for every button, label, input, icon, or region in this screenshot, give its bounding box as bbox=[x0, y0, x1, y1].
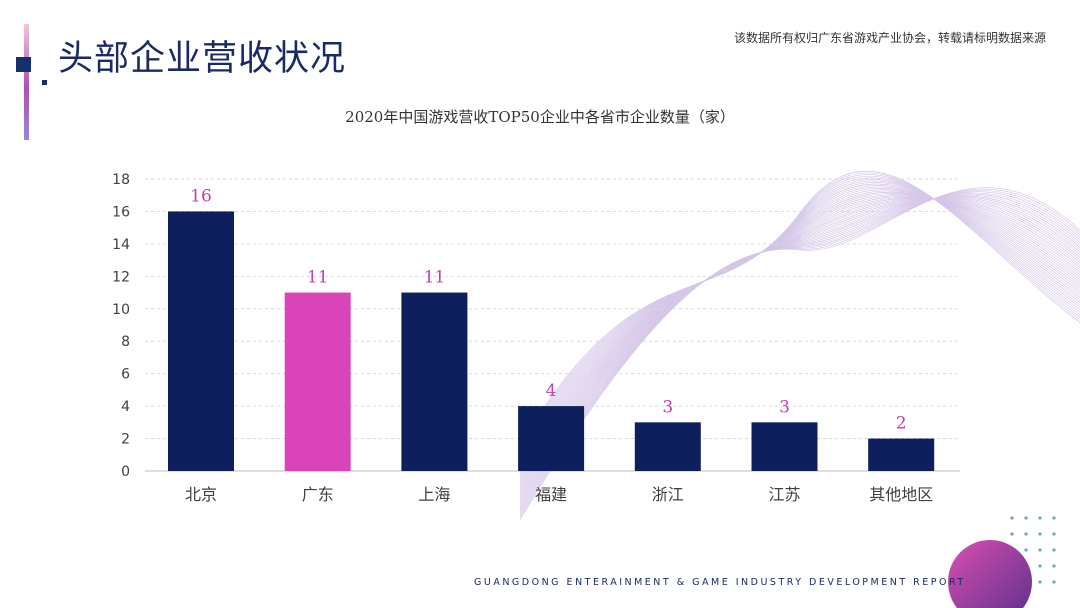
wave-line bbox=[519, 187, 1080, 521]
y-tick-label: 0 bbox=[121, 464, 130, 480]
decor-dot bbox=[1024, 516, 1028, 520]
bar bbox=[518, 406, 585, 471]
decor-dot bbox=[1010, 516, 1014, 520]
wave-line bbox=[519, 197, 1080, 487]
decor-dot bbox=[1052, 580, 1056, 584]
wave-line bbox=[519, 177, 1080, 455]
wave-line bbox=[519, 180, 1080, 459]
x-tick-label: 上海 bbox=[418, 485, 450, 504]
decor-dot bbox=[1052, 516, 1056, 520]
decor-dot bbox=[1038, 532, 1042, 536]
data-label: 4 bbox=[546, 381, 557, 401]
chart-title: 2020年中国游戏营收TOP50企业中各省市企业数量（家） bbox=[345, 108, 735, 126]
accent-square bbox=[16, 57, 31, 72]
wave-line bbox=[519, 172, 1080, 449]
bar bbox=[751, 422, 818, 471]
wave-line bbox=[519, 198, 1080, 495]
wave-line bbox=[519, 175, 1080, 453]
data-label: 2 bbox=[896, 414, 907, 434]
page-title: 头部企业营收状况 bbox=[58, 39, 347, 79]
wave-line bbox=[519, 185, 1080, 465]
decor-dot bbox=[1038, 580, 1042, 584]
y-tick-label: 6 bbox=[121, 367, 130, 383]
y-tick-label: 18 bbox=[112, 172, 130, 188]
wave-line bbox=[519, 197, 1080, 501]
decor-dot bbox=[1038, 548, 1042, 552]
decor-dot bbox=[1024, 532, 1028, 536]
decor-dot bbox=[1052, 548, 1056, 552]
wave-line bbox=[519, 197, 1080, 503]
wave-line bbox=[519, 182, 1080, 461]
x-tick-label: 浙江 bbox=[652, 485, 684, 504]
y-tick-label: 14 bbox=[112, 237, 130, 253]
decor-dot bbox=[1024, 548, 1028, 552]
wave-line bbox=[519, 198, 1080, 491]
decor-dot bbox=[1010, 532, 1014, 536]
decor-dot bbox=[1038, 516, 1042, 520]
wave-line bbox=[519, 191, 1080, 475]
wave-line bbox=[519, 188, 1080, 519]
x-tick-label: 福建 bbox=[535, 485, 567, 504]
wave-line bbox=[519, 170, 1080, 447]
wave-line bbox=[519, 193, 1080, 477]
wave-line bbox=[519, 195, 1080, 481]
bar bbox=[284, 292, 351, 471]
wave-line bbox=[519, 188, 1080, 469]
copyright-notice: 该数据所有权归广东省游戏产业协会，转载请标明数据来源 bbox=[733, 31, 1046, 45]
y-tick-label: 16 bbox=[112, 204, 130, 220]
y-tick-label: 12 bbox=[112, 269, 130, 285]
bar bbox=[634, 422, 701, 471]
footer-report-title: GUANGDONG ENTERAINMENT & GAME INDUSTRY D… bbox=[474, 577, 966, 588]
data-label: 16 bbox=[190, 186, 212, 206]
decor-dot bbox=[1052, 532, 1056, 536]
bar bbox=[401, 292, 468, 471]
data-label: 3 bbox=[662, 397, 673, 417]
data-label: 11 bbox=[307, 268, 329, 288]
wave-line bbox=[519, 190, 1080, 517]
wave-line bbox=[519, 189, 1080, 471]
wave-line bbox=[519, 194, 1080, 479]
y-tick-label: 4 bbox=[121, 399, 130, 415]
wave-line bbox=[519, 198, 1080, 499]
wave-line bbox=[519, 174, 1080, 451]
decor-dot bbox=[1038, 564, 1042, 568]
accent-bar bbox=[24, 24, 29, 140]
bar bbox=[168, 211, 234, 471]
accent-dot bbox=[42, 80, 47, 85]
wave-line bbox=[519, 193, 1080, 511]
wave-line bbox=[519, 179, 1080, 457]
wave-line bbox=[519, 186, 1080, 467]
wave-line bbox=[519, 196, 1080, 505]
x-tick-label: 其他地区 bbox=[869, 485, 933, 504]
y-tick-label: 8 bbox=[121, 334, 130, 350]
wave-line bbox=[519, 190, 1080, 473]
wave-line bbox=[519, 198, 1080, 493]
wave-line bbox=[519, 195, 1080, 483]
x-tick-label: 北京 bbox=[185, 485, 217, 504]
data-label: 3 bbox=[779, 397, 790, 417]
x-tick-label: 江苏 bbox=[768, 485, 800, 504]
decor-dot bbox=[1052, 564, 1056, 568]
bar bbox=[868, 438, 935, 471]
wave-line bbox=[519, 197, 1080, 489]
y-tick-label: 2 bbox=[121, 432, 130, 448]
wave-line bbox=[519, 191, 1080, 515]
wave-line bbox=[519, 192, 1080, 513]
wave-line bbox=[519, 198, 1080, 497]
wave-line bbox=[519, 195, 1080, 507]
x-tick-label: 广东 bbox=[302, 485, 334, 504]
wave-line bbox=[519, 183, 1080, 463]
wave-line bbox=[519, 196, 1080, 485]
data-label: 11 bbox=[424, 268, 446, 288]
y-tick-label: 10 bbox=[112, 302, 130, 318]
